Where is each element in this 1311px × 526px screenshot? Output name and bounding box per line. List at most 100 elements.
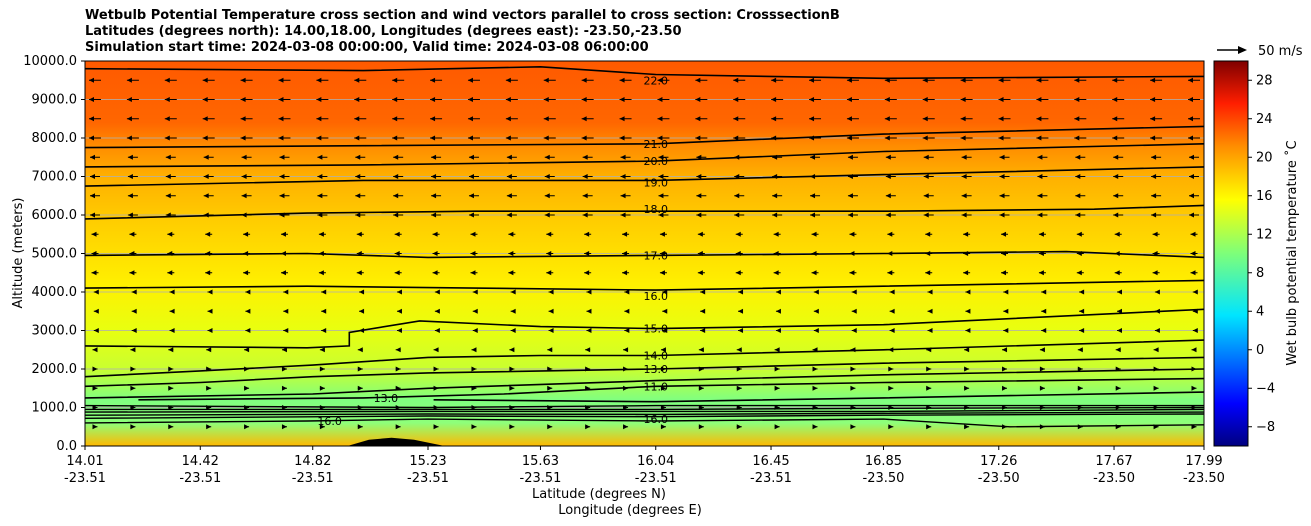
wind-vector-head [1113,212,1119,218]
wind-vector [317,174,328,179]
wind-vector-head [810,174,816,179]
wind-vector [93,289,99,295]
wind-vector-head [468,193,474,199]
wind-vector [244,405,250,410]
wind-vector [812,347,818,353]
wind-vector [998,97,1011,102]
wind-vector [695,135,708,141]
wind-vector [925,251,933,256]
wind-vector [547,405,553,410]
wind-vector-head [584,231,590,237]
wind-vector-head [433,347,439,353]
wind-vector-head [126,77,132,83]
wind-vector-head [91,270,97,276]
wind-vector-head [1190,251,1196,256]
wind-vector [847,193,858,199]
wind-vector [846,116,859,122]
wind-vector-head [241,174,247,179]
wind-vector-head [736,366,742,372]
wind-vector [510,308,516,314]
wind-vector-head [168,347,174,353]
wind-vector-head [359,289,365,295]
wind-vector-head [508,231,514,237]
wind-vector [581,135,594,141]
wind-vector-head [775,308,781,314]
colorbar-tick-label: 12 [1256,227,1273,242]
colorbar [1213,60,1249,447]
wind-vector [851,328,857,333]
wind-vector-head [927,308,933,314]
wind-vector [619,77,632,83]
y-tick-label: 8000.0 [32,131,78,146]
wind-vector [889,328,895,333]
wind-vector [964,347,970,353]
colorbar-tick-label: −4 [1256,381,1275,396]
wind-vector [430,116,443,122]
wind-vector [206,366,212,372]
wind-vector-head [1191,405,1197,410]
wind-vector [432,231,440,237]
wind-vector-head [169,308,175,314]
wind-vector-head [243,270,249,276]
wind-vector-head [1150,135,1156,141]
wind-vector [130,405,136,410]
wind-vector-head [434,308,440,314]
wind-vector [697,231,705,237]
wind-vector [468,174,479,179]
wind-vector [316,116,329,122]
wind-vector [620,154,631,160]
wind-vector [695,77,708,83]
wind-vector-head [662,328,668,333]
wind-vector-head [508,270,514,276]
wind-vector [321,289,327,295]
wind-vector-head [623,366,629,372]
wind-vector [810,212,821,218]
wind-vector [354,97,367,102]
contour-line [84,250,1205,259]
wind-vector-head [244,424,250,430]
wind-vector-head [1039,424,1045,430]
wind-vector-head [470,231,476,237]
wind-vector-head [89,97,94,102]
x-tick-label-lat: 15.23 [409,454,446,469]
wind-vector [207,289,213,295]
wind-vector-head [923,193,929,199]
wind-vector [960,116,973,122]
wind-vector [582,193,593,199]
colorbar-tick-label: 8 [1256,266,1264,281]
wind-vector [584,251,592,256]
wind-vector [393,174,404,179]
wind-vector-head [1003,289,1009,295]
wind-vector-head [470,270,476,276]
wind-vector-head [582,193,588,199]
wind-vector-head [1036,97,1042,102]
wind-vector [700,308,706,314]
wind-vector-head [624,308,630,314]
wind-vector [167,270,175,276]
wind-vector-head [1037,174,1043,179]
wind-vector-head [548,328,554,333]
wind-vector [92,385,98,391]
wind-vector [281,424,287,430]
wind-vector-head [91,251,97,256]
wind-vector [164,77,177,83]
wind-vector-head [810,193,816,199]
wind-vector [472,328,478,333]
wind-vector-head [1189,193,1194,199]
wind-vector [317,212,328,218]
wind-vector-head [165,193,171,199]
wind-vector [543,77,556,83]
wind-vector-head [1002,405,1008,410]
wind-vector [695,116,708,122]
wind-vector [317,154,328,160]
wind-vector-head [1002,424,1008,430]
wind-vector [1188,97,1200,102]
wind-vector-head [506,193,512,199]
wind-vector [733,135,746,141]
wind-vector [283,308,289,314]
wind-vector [809,135,822,141]
wind-vector-head [468,154,474,160]
wind-vector-head [396,289,402,295]
wind-vector-head [281,424,287,430]
wind-vector [963,251,971,256]
